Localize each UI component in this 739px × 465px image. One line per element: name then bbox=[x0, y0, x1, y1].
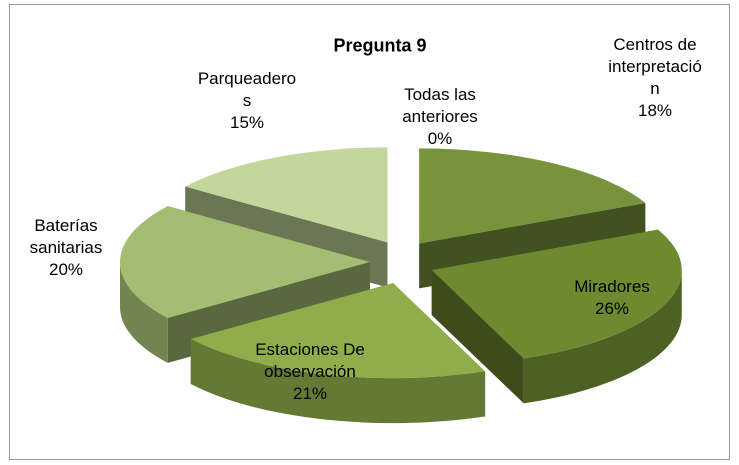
percent-label: 18% bbox=[637, 101, 673, 120]
chart-border bbox=[9, 4, 730, 460]
category-name: Parqueaderos bbox=[197, 69, 297, 110]
category-name: Estaciones De observación bbox=[255, 340, 365, 381]
data-label: Baterías sanitarias 20% bbox=[11, 215, 121, 281]
slice bbox=[185, 147, 388, 243]
slice bbox=[119, 206, 370, 318]
percent-label: 20% bbox=[48, 260, 84, 279]
slice-wall bbox=[190, 338, 486, 424]
data-label: Miradores 26% bbox=[557, 276, 667, 320]
data-label: Centros de interpretación 18% bbox=[605, 34, 705, 122]
data-label: Todas las anteriores 0% bbox=[385, 84, 495, 150]
slice-wall bbox=[523, 270, 682, 404]
data-label: Estaciones De observación 21% bbox=[255, 339, 365, 405]
category-name: Todas las anteriores bbox=[402, 85, 478, 126]
data-label: Parqueaderos 15% bbox=[197, 68, 297, 134]
slice bbox=[419, 148, 646, 244]
chart-title: Pregunta 9 bbox=[333, 35, 427, 56]
category-name: Miradores bbox=[574, 277, 650, 296]
category-name: Centros de interpretación bbox=[608, 35, 702, 98]
percent-label: 26% bbox=[594, 299, 630, 318]
slice bbox=[190, 283, 486, 379]
percent-label: 21% bbox=[292, 384, 328, 403]
slice-wall bbox=[120, 262, 168, 363]
category-name: Baterías sanitarias bbox=[29, 216, 103, 257]
slice bbox=[431, 229, 682, 359]
percent-label: 0% bbox=[427, 129, 453, 148]
slice-side bbox=[431, 270, 524, 404]
percent-label: 15% bbox=[229, 113, 265, 132]
